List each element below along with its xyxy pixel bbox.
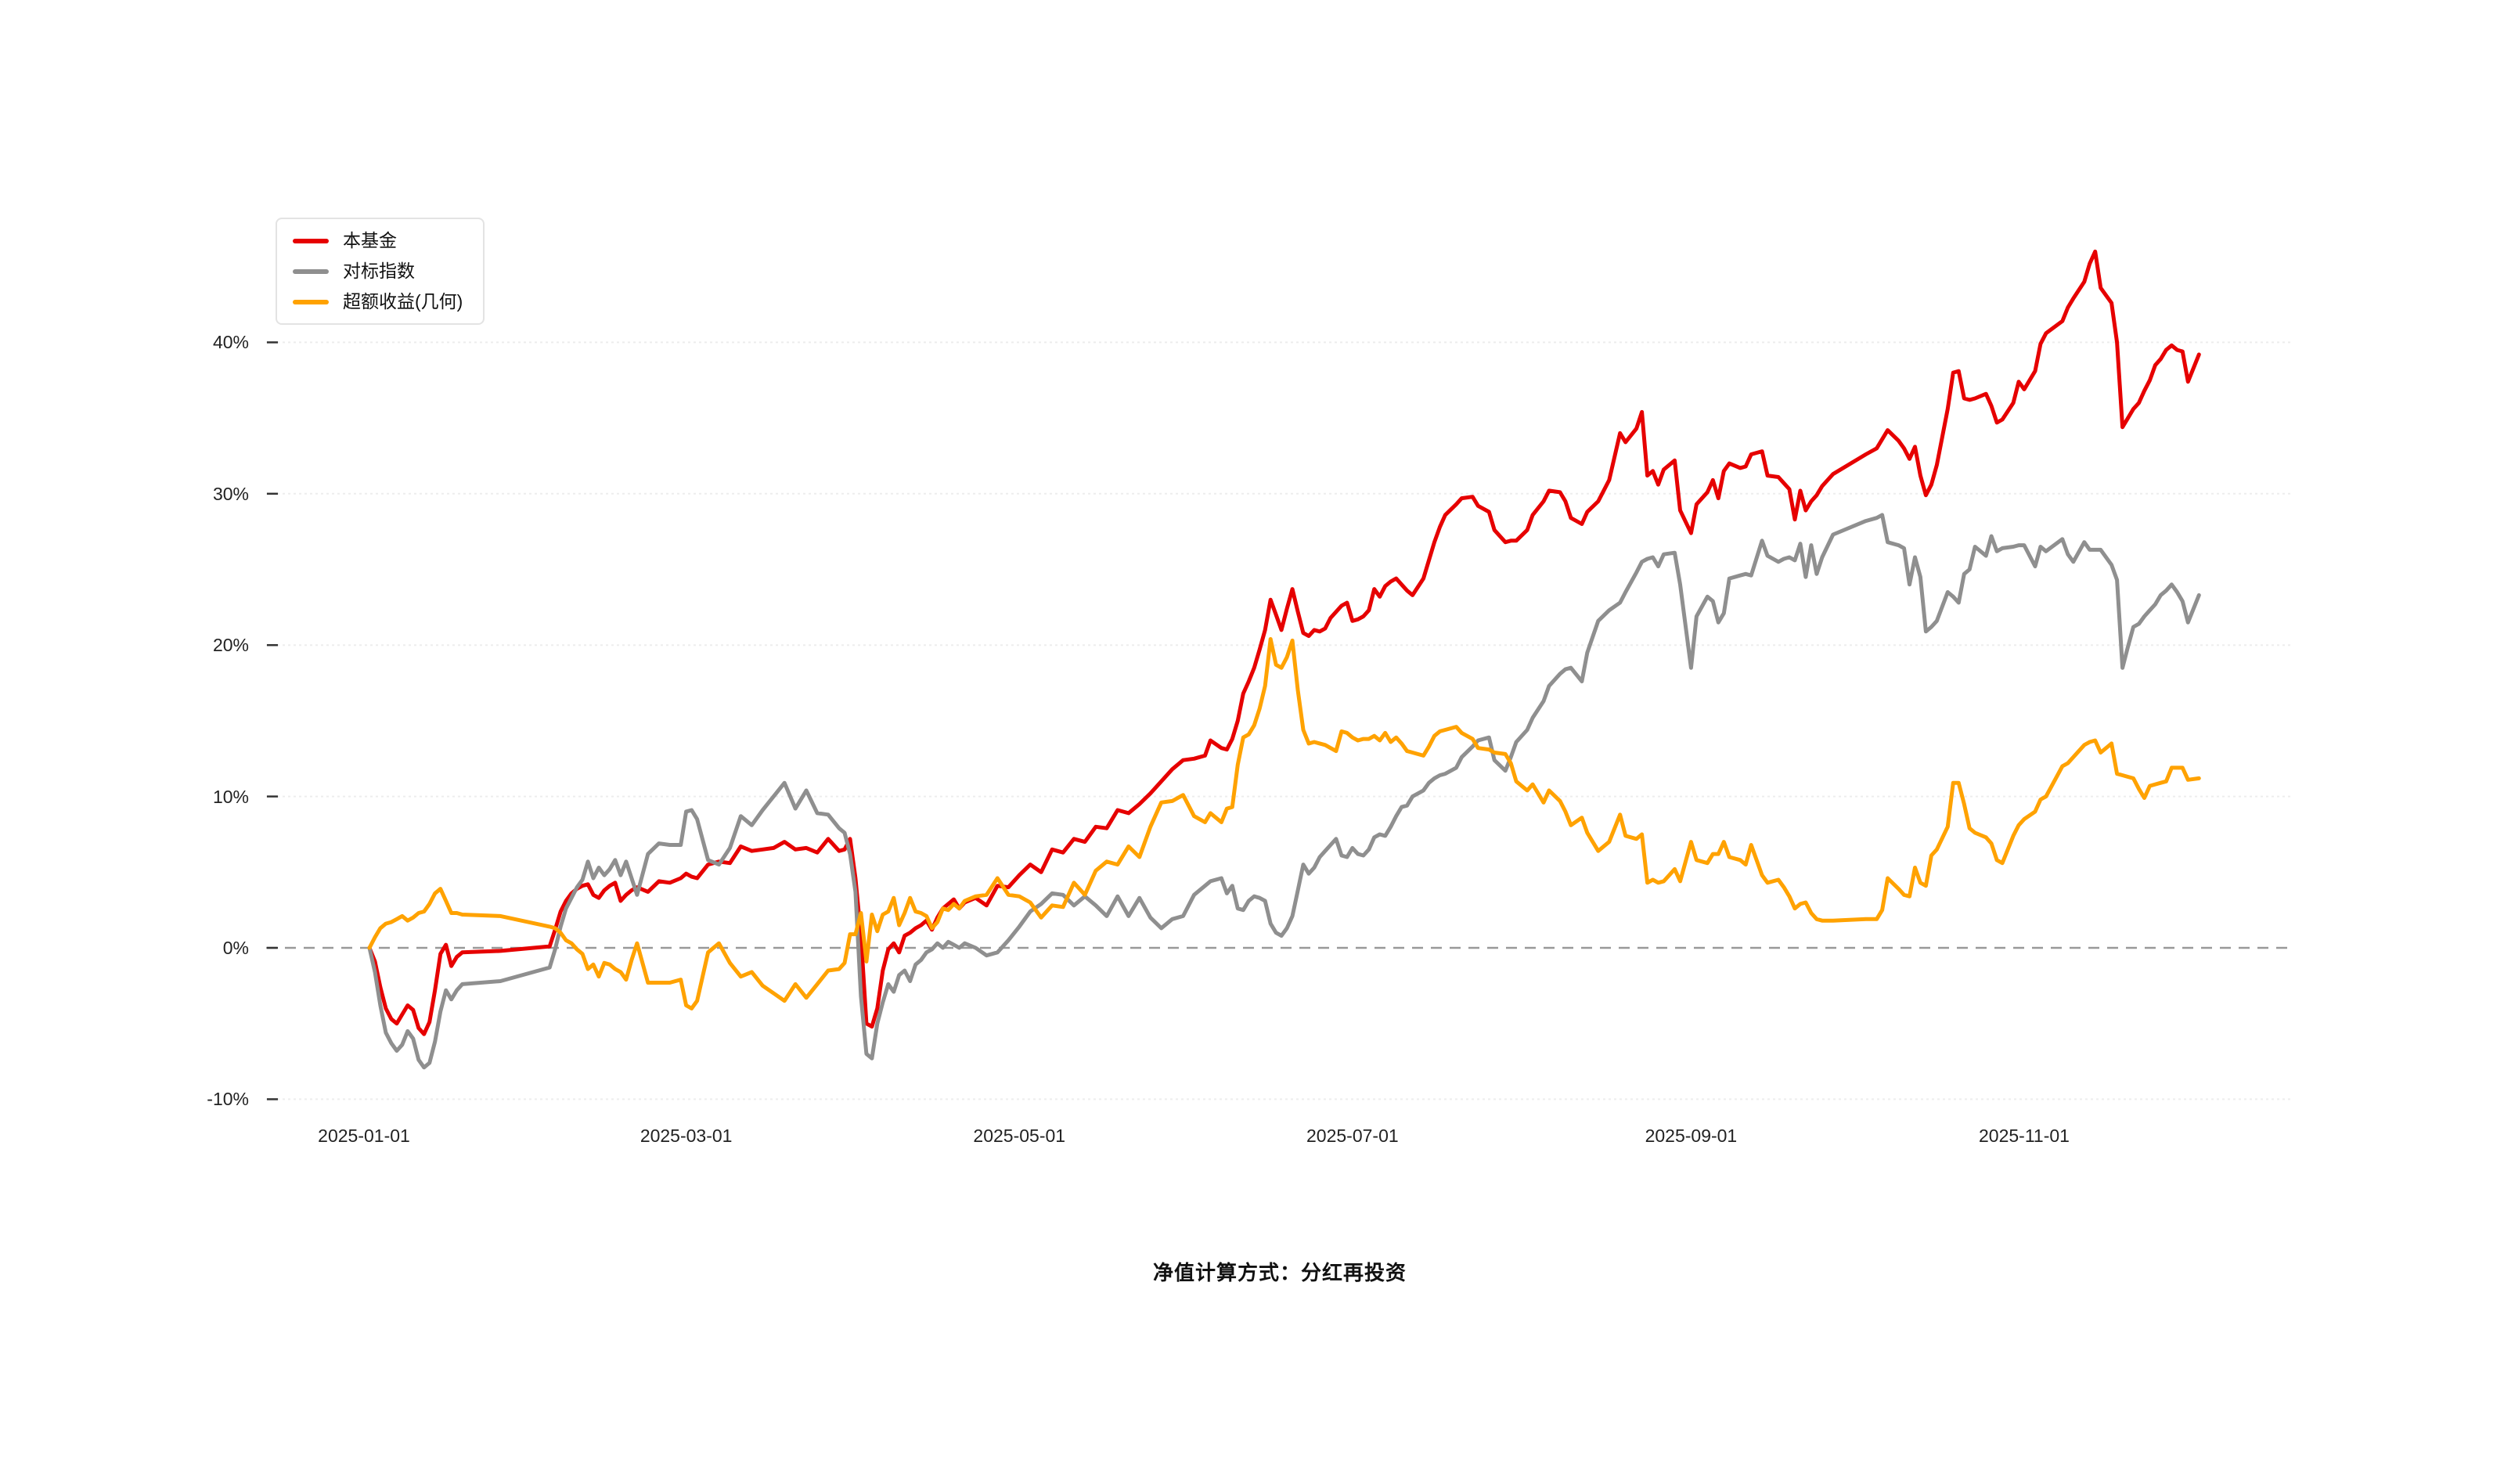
chart-legend: 本基金 对标指数 超额收益(几何) bbox=[276, 218, 485, 325]
gridlines bbox=[266, 341, 2293, 1100]
excess-return-line bbox=[367, 637, 2201, 1010]
benchmark-line bbox=[367, 513, 2201, 1070]
y-tick-label: 0% bbox=[222, 938, 249, 958]
legend-item-excess[interactable]: 超额收益(几何) bbox=[293, 293, 463, 311]
fund-line-swatch-icon bbox=[293, 238, 329, 243]
nav-calculation-note: 净值计算方式：分红再投资 bbox=[1152, 1261, 1407, 1284]
y-tick-label: 40% bbox=[212, 332, 249, 353]
legend-label-benchmark: 对标指数 bbox=[343, 261, 415, 281]
y-tick-label: 30% bbox=[212, 483, 249, 504]
x-tick-label: 2025-07-01 bbox=[1306, 1126, 1399, 1146]
excess-line-swatch-icon bbox=[293, 299, 329, 304]
fund-line bbox=[367, 249, 2201, 1036]
x-tick-label: 2025-09-01 bbox=[1645, 1126, 1738, 1146]
x-tick-label: 2025-01-01 bbox=[318, 1126, 410, 1146]
benchmark-line-swatch-icon bbox=[293, 268, 329, 274]
legend-item-fund[interactable]: 本基金 bbox=[293, 232, 463, 250]
y-tick-label: 20% bbox=[212, 635, 249, 656]
y-tick-label: -10% bbox=[207, 1089, 249, 1110]
x-tick-label: 2025-05-01 bbox=[973, 1126, 1066, 1146]
legend-label-fund: 本基金 bbox=[343, 230, 397, 250]
chart-series-lines bbox=[367, 249, 2201, 1070]
y-tick-label: 10% bbox=[212, 786, 249, 807]
x-tick-label: 2025-11-01 bbox=[1979, 1126, 2070, 1146]
legend-label-excess: 超额收益(几何) bbox=[343, 291, 463, 312]
axis-ticks bbox=[267, 341, 278, 1100]
x-tick-label: 2025-03-01 bbox=[640, 1126, 733, 1146]
legend-item-benchmark[interactable]: 对标指数 bbox=[293, 262, 463, 280]
